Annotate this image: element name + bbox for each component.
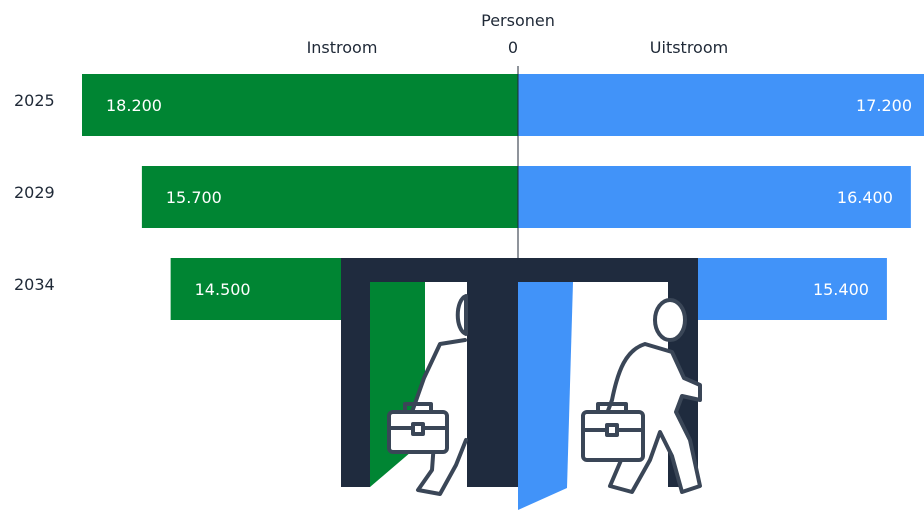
- data-label-uitstroom-2025: 17.200: [856, 96, 912, 115]
- bar-uitstroom-2029: [518, 166, 911, 228]
- category-label-2025: 2025: [14, 91, 55, 110]
- category-labels: 2025 2029 2034: [14, 91, 55, 294]
- legend-instroom: Instroom: [307, 38, 378, 57]
- data-label-uitstroom-2029: 16.400: [837, 188, 893, 207]
- bar-uitstroom-2025: [518, 74, 924, 136]
- door-frame: [341, 258, 698, 487]
- axis-zero-label: 0: [508, 38, 518, 57]
- person-leaving-icon: [581, 298, 702, 494]
- bar-instroom-2029: [141, 166, 518, 228]
- category-label-2029: 2029: [14, 183, 55, 202]
- data-label-instroom-2025: 18.200: [106, 96, 162, 115]
- data-label-instroom-2034: 14.500: [195, 280, 251, 299]
- doorway-illustration: [341, 258, 702, 510]
- legend-uitstroom: Uitstroom: [650, 38, 728, 57]
- door-right: [518, 282, 573, 510]
- bar-instroom-2025: [82, 74, 518, 136]
- chart-title: Personen: [481, 11, 555, 30]
- data-label-uitstroom-2034: 15.400: [813, 280, 869, 299]
- data-label-instroom-2029: 15.700: [166, 188, 222, 207]
- person-entering-icon: [387, 294, 468, 496]
- category-label-2034: 2034: [14, 275, 55, 294]
